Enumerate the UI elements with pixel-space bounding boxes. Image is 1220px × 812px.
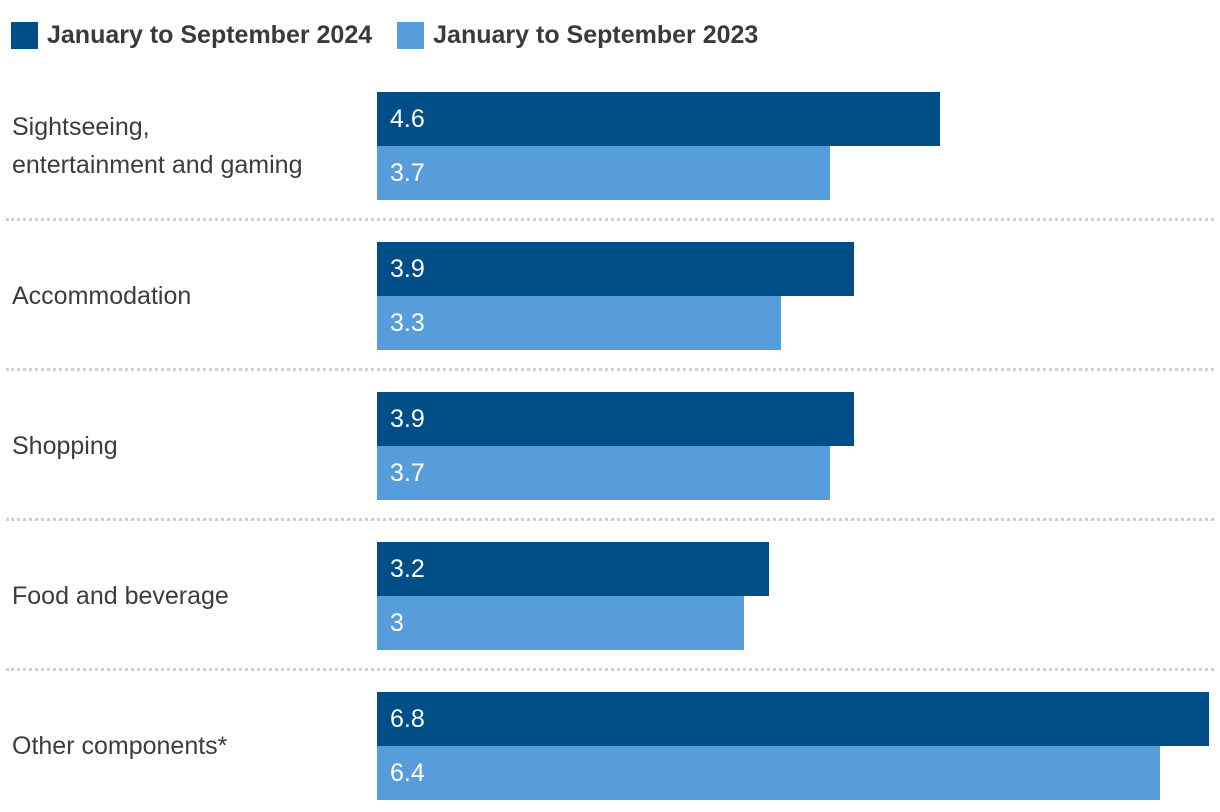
bar-value-label: 3 xyxy=(390,608,404,637)
bar-value-label: 3.3 xyxy=(390,308,425,337)
bar-value-label: 3.7 xyxy=(390,158,425,187)
bar-2024: 4.6 xyxy=(377,92,940,146)
legend-label-2024: January to September 2024 xyxy=(47,21,373,49)
category-label: Food and beverage xyxy=(12,582,229,610)
bar-2024: 6.8 xyxy=(377,692,1209,746)
row-separator xyxy=(6,218,1214,221)
bar-2023: 3 xyxy=(377,596,745,650)
bar-value-label: 3.2 xyxy=(390,554,425,583)
bar-group: 3.9 3.3 xyxy=(377,242,1220,350)
chart-row: Sightseeing, entertainment and gaming 4.6… xyxy=(0,92,1220,200)
row-separator xyxy=(6,668,1214,671)
bar-2024: 3.9 xyxy=(377,392,855,446)
chart-row: Food and beverage 3.2 3 xyxy=(0,542,1220,650)
chart-row: Accommodation 3.9 3.3 xyxy=(0,242,1220,350)
legend-item-2024: January to September 2024 xyxy=(11,21,372,50)
category-label: Other components* xyxy=(12,732,228,760)
bar-value-label: 6.4 xyxy=(390,758,425,787)
category-label: Accommodation xyxy=(12,282,192,310)
bar-chart: Sightseeing, entertainment and gaming 4.6… xyxy=(0,92,1220,800)
bar-value-label: 6.8 xyxy=(390,704,425,733)
bar-2024: 3.9 xyxy=(377,242,855,296)
legend-label-2023: January to September 2023 xyxy=(433,21,759,49)
bar-group: 3.2 3 xyxy=(377,542,1220,650)
bar-value-label: 3.9 xyxy=(390,254,425,283)
bar-2023: 3.7 xyxy=(377,446,830,500)
bar-group: 4.6 3.7 xyxy=(377,92,1220,200)
bar-value-label: 3.9 xyxy=(390,404,425,433)
row-separator xyxy=(6,368,1214,371)
legend-item-2023: January to September 2023 xyxy=(397,21,758,50)
bar-value-label: 4.6 xyxy=(390,104,425,133)
chart-row: Other components* 6.8 6.4 xyxy=(0,692,1220,800)
bar-2023: 6.4 xyxy=(377,746,1161,800)
bar-2023: 3.7 xyxy=(377,146,830,200)
legend-swatch-2024-icon xyxy=(11,22,38,49)
category-label: Shopping xyxy=(12,432,118,460)
category-label: Sightseeing, entertainment and gaming xyxy=(12,113,303,179)
bar-2024: 3.2 xyxy=(377,542,769,596)
bar-2023: 3.3 xyxy=(377,296,781,350)
bar-group: 6.8 6.4 xyxy=(377,692,1220,800)
bar-value-label: 3.7 xyxy=(390,458,425,487)
legend-swatch-2023-icon xyxy=(397,22,425,49)
chart-row: Shopping 3.9 3.7 xyxy=(0,392,1220,500)
chart-legend: January to September 2024 January to Sep… xyxy=(0,0,1220,49)
row-separator xyxy=(6,518,1214,521)
bar-group: 3.9 3.7 xyxy=(377,392,1220,500)
